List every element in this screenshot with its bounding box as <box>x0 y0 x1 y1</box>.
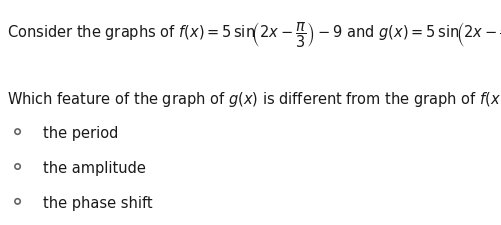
Text: Which feature of the graph of $\mathit{g}(x)$ is different from the graph of $\m: Which feature of the graph of $\mathit{g… <box>7 90 501 109</box>
Text: the amplitude: the amplitude <box>43 161 145 176</box>
Text: the period: the period <box>43 126 118 141</box>
Text: the phase shift: the phase shift <box>43 196 152 211</box>
Text: Consider the graphs of $\mathit{f}(x) = 5\,\mathrm{sin}\!\left(2x - \dfrac{\pi}{: Consider the graphs of $\mathit{f}(x) = … <box>7 20 501 50</box>
